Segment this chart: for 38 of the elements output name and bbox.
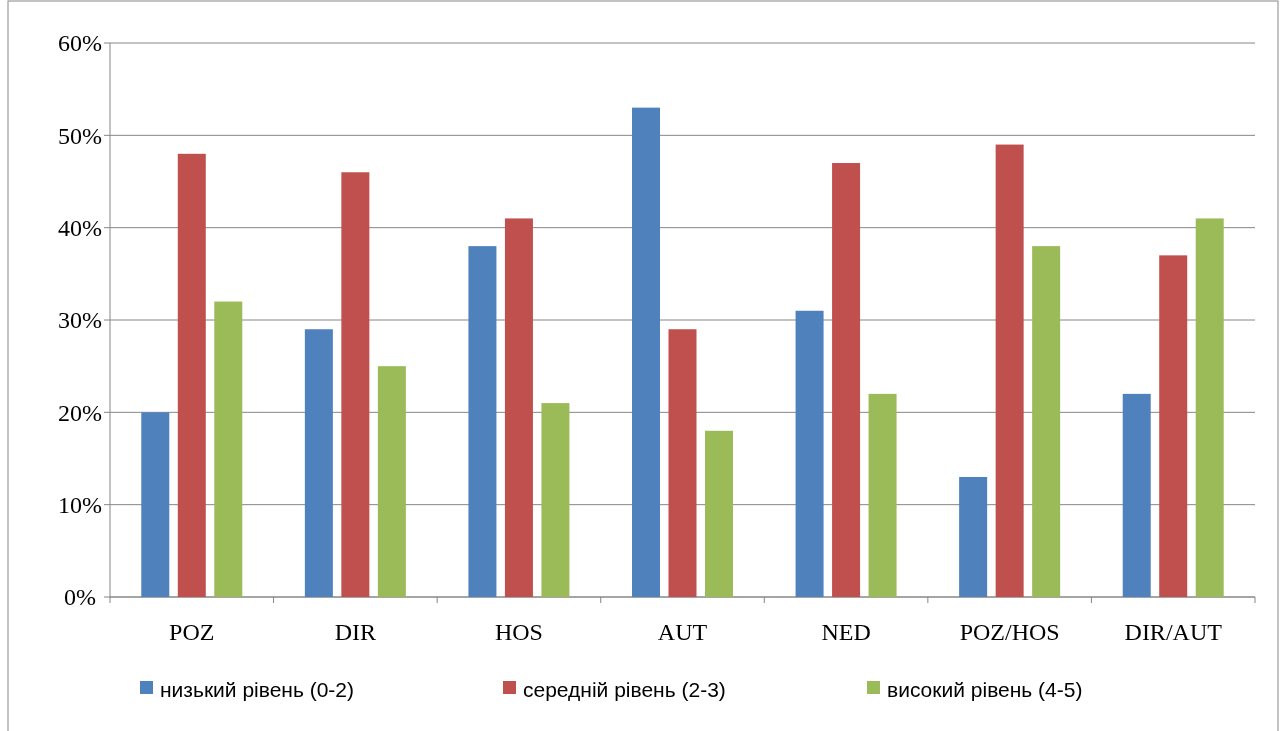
y-tick-label: 20% (58, 399, 102, 426)
x-tick-label: DIR (334, 619, 377, 645)
x-tick-label: POZ/HOS (959, 619, 1060, 645)
legend-label: низький рівень (0-2) (160, 678, 355, 701)
bar (468, 246, 497, 597)
bar (632, 107, 660, 597)
bar (1032, 246, 1061, 597)
bar (377, 366, 406, 597)
y-tick-label: 60% (58, 30, 102, 57)
bar (1159, 255, 1188, 597)
bar (1195, 218, 1224, 597)
bar (832, 163, 861, 597)
bar (214, 301, 243, 597)
legend-label: високий рівень (4-5) (887, 678, 1083, 701)
y-tick-label: 30% (58, 307, 102, 334)
bar (177, 153, 206, 597)
y-tick-label: 10% (58, 492, 102, 519)
bar (541, 403, 570, 597)
x-tick-label: NED (821, 619, 871, 645)
x-tick-label: POZ (169, 619, 215, 645)
bar (995, 144, 1024, 597)
y-tick-label: 40% (58, 215, 102, 242)
bar (304, 329, 333, 597)
bar (1122, 393, 1151, 597)
legend-label: середній рівень (2-3) (523, 678, 726, 701)
bar (959, 476, 988, 597)
y-tick-label: 0% (64, 584, 96, 611)
y-tick-label: 50% (58, 122, 102, 149)
bar (141, 412, 170, 597)
bar (868, 393, 897, 597)
bar (705, 430, 733, 597)
x-tick-label: DIR/AUT (1124, 619, 1223, 645)
x-tick-label: AUT (657, 619, 708, 645)
bar (341, 172, 370, 597)
bar (504, 218, 533, 597)
bar (795, 310, 824, 597)
x-tick-label: HOS (494, 619, 543, 645)
bar (668, 329, 697, 597)
